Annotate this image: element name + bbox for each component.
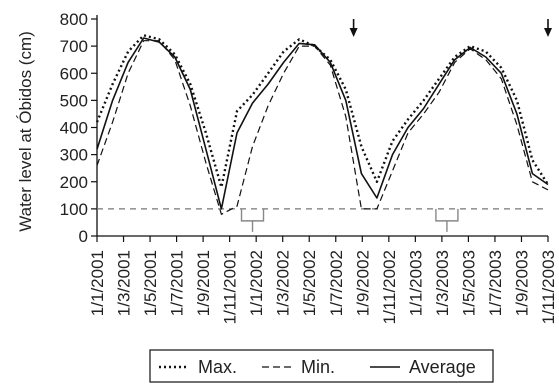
x-tick-label: 1/7/2002 <box>327 250 346 316</box>
y-tick-label: 400 <box>60 119 88 138</box>
y-tick-label: 200 <box>60 173 88 192</box>
x-tick-label: 1/5/2003 <box>459 250 478 316</box>
peak-arrowhead <box>349 28 358 37</box>
y-tick-label: 300 <box>60 146 88 165</box>
x-tick-label: 1/11/2002 <box>380 250 399 324</box>
x-tick-label: 1/1/2002 <box>247 250 266 316</box>
x-tick-label: 1/7/2001 <box>168 250 187 316</box>
y-tick-label: 100 <box>60 200 88 219</box>
legend-label: Average <box>409 357 476 377</box>
plot-area <box>95 34 550 215</box>
x-tick-label: 1/3/2001 <box>115 250 134 316</box>
x-tick-label: 1/5/2001 <box>141 250 160 316</box>
x-tick-label: 1/9/2001 <box>194 250 213 316</box>
trough-bracket <box>240 208 265 222</box>
y-axis-title: Water level at Óbidos (cm) <box>16 31 35 232</box>
legend-label: Min. <box>301 357 335 377</box>
x-tick-label: 1/3/2002 <box>274 250 293 316</box>
x-tick-label: 1/11/2001 <box>221 250 240 324</box>
y-tick-label: 500 <box>60 91 88 110</box>
series-min-line <box>96 40 549 215</box>
peak-arrowhead <box>544 28 552 37</box>
x-tick-label: 1/3/2003 <box>433 250 452 316</box>
legend: Max. Min. Average <box>149 349 494 383</box>
x-tick-label: 1/7/2003 <box>486 250 505 316</box>
annotations <box>240 19 552 232</box>
series-average-line <box>96 37 549 210</box>
x-tick-label: 1/11/2003 <box>539 250 558 324</box>
legend-label: Max. <box>198 357 237 377</box>
y-tick-label: 600 <box>60 64 88 83</box>
x-tick-label: 1/5/2002 <box>300 250 319 316</box>
legend-box <box>149 349 494 383</box>
y-tick-label: 0 <box>79 227 88 246</box>
x-tick-label: 1/9/2002 <box>353 250 372 316</box>
series-max-line <box>95 34 550 189</box>
x-tick-label: 1/1/2001 <box>88 250 107 316</box>
x-tick-label: 1/1/2003 <box>406 250 425 316</box>
trough-bracket <box>435 208 459 222</box>
axes: 0 100 200 300 400 500 600 700 800 1/1/2001 1/3/200… <box>60 10 558 324</box>
y-tick-label: 700 <box>60 37 88 56</box>
x-tick-label: 1/9/2003 <box>512 250 531 316</box>
y-tick-label: 800 <box>60 10 88 29</box>
